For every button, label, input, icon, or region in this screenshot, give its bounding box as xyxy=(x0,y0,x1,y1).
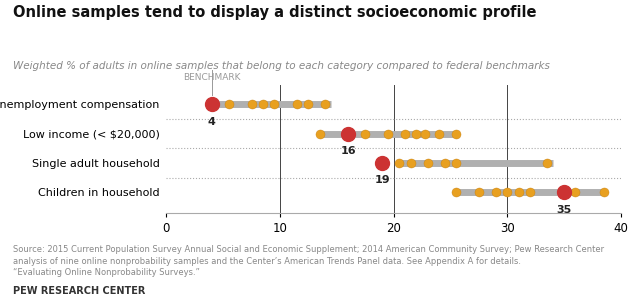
Text: Source: 2015 Current Population Survey Annual Social and Economic Supplement; 20: Source: 2015 Current Population Survey A… xyxy=(13,245,604,277)
Text: 4: 4 xyxy=(208,116,216,126)
Text: 35: 35 xyxy=(556,205,572,215)
Text: Online samples tend to display a distinct socioeconomic profile: Online samples tend to display a distinc… xyxy=(13,5,536,19)
Text: 19: 19 xyxy=(374,175,390,185)
Text: Weighted % of adults in online samples that belong to each category compared to : Weighted % of adults in online samples t… xyxy=(13,61,550,71)
Text: 16: 16 xyxy=(340,146,356,156)
Text: PEW RESEARCH CENTER: PEW RESEARCH CENTER xyxy=(13,286,145,296)
Text: BENCHMARK: BENCHMARK xyxy=(183,73,241,81)
